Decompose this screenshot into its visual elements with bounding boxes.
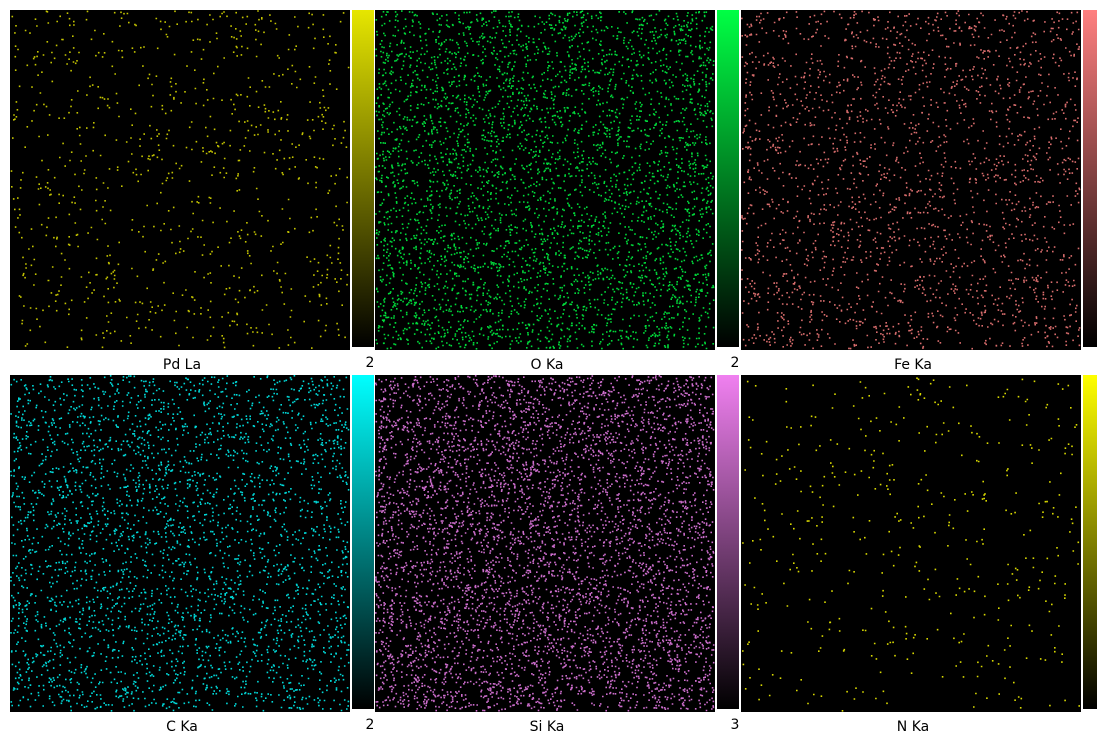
color-scale-bar bbox=[1083, 375, 1097, 709]
map-dots bbox=[375, 10, 715, 350]
color-scale-bar bbox=[717, 10, 739, 347]
color-scale-bar bbox=[1083, 10, 1097, 347]
map-background bbox=[375, 375, 715, 712]
element-map-panel: C Ka 2 bbox=[10, 375, 374, 733]
map-dots bbox=[10, 375, 350, 712]
element-map-panel: Fe Ka bbox=[741, 10, 1097, 373]
map-background bbox=[741, 375, 1081, 712]
map-background bbox=[375, 10, 715, 350]
element-map-panel: O Ka 2 bbox=[375, 10, 739, 373]
scale-max-label: 2 bbox=[366, 717, 375, 733]
scale-max-label: 3 bbox=[731, 717, 740, 733]
scale-max-label: 2 bbox=[366, 355, 375, 371]
element-map-panel: N Ka bbox=[741, 375, 1097, 733]
element-label: Si Ka bbox=[530, 719, 565, 733]
element-map-panel: Si Ka 3 bbox=[375, 375, 739, 733]
element-map-panel: Pd La 2 bbox=[10, 10, 374, 373]
color-scale-bar bbox=[717, 375, 739, 709]
map-background bbox=[741, 10, 1081, 350]
color-scale-bar bbox=[352, 10, 374, 347]
element-label: C Ka bbox=[166, 719, 198, 733]
map-background bbox=[10, 10, 350, 350]
element-label: N Ka bbox=[897, 719, 929, 733]
scale-max-label: 2 bbox=[731, 355, 740, 371]
map-dots bbox=[375, 375, 715, 712]
element-label: O Ka bbox=[531, 357, 564, 373]
map-background bbox=[10, 375, 350, 712]
element-label: Pd La bbox=[163, 357, 201, 373]
color-scale-bar bbox=[352, 375, 374, 709]
element-label: Fe Ka bbox=[894, 357, 932, 373]
